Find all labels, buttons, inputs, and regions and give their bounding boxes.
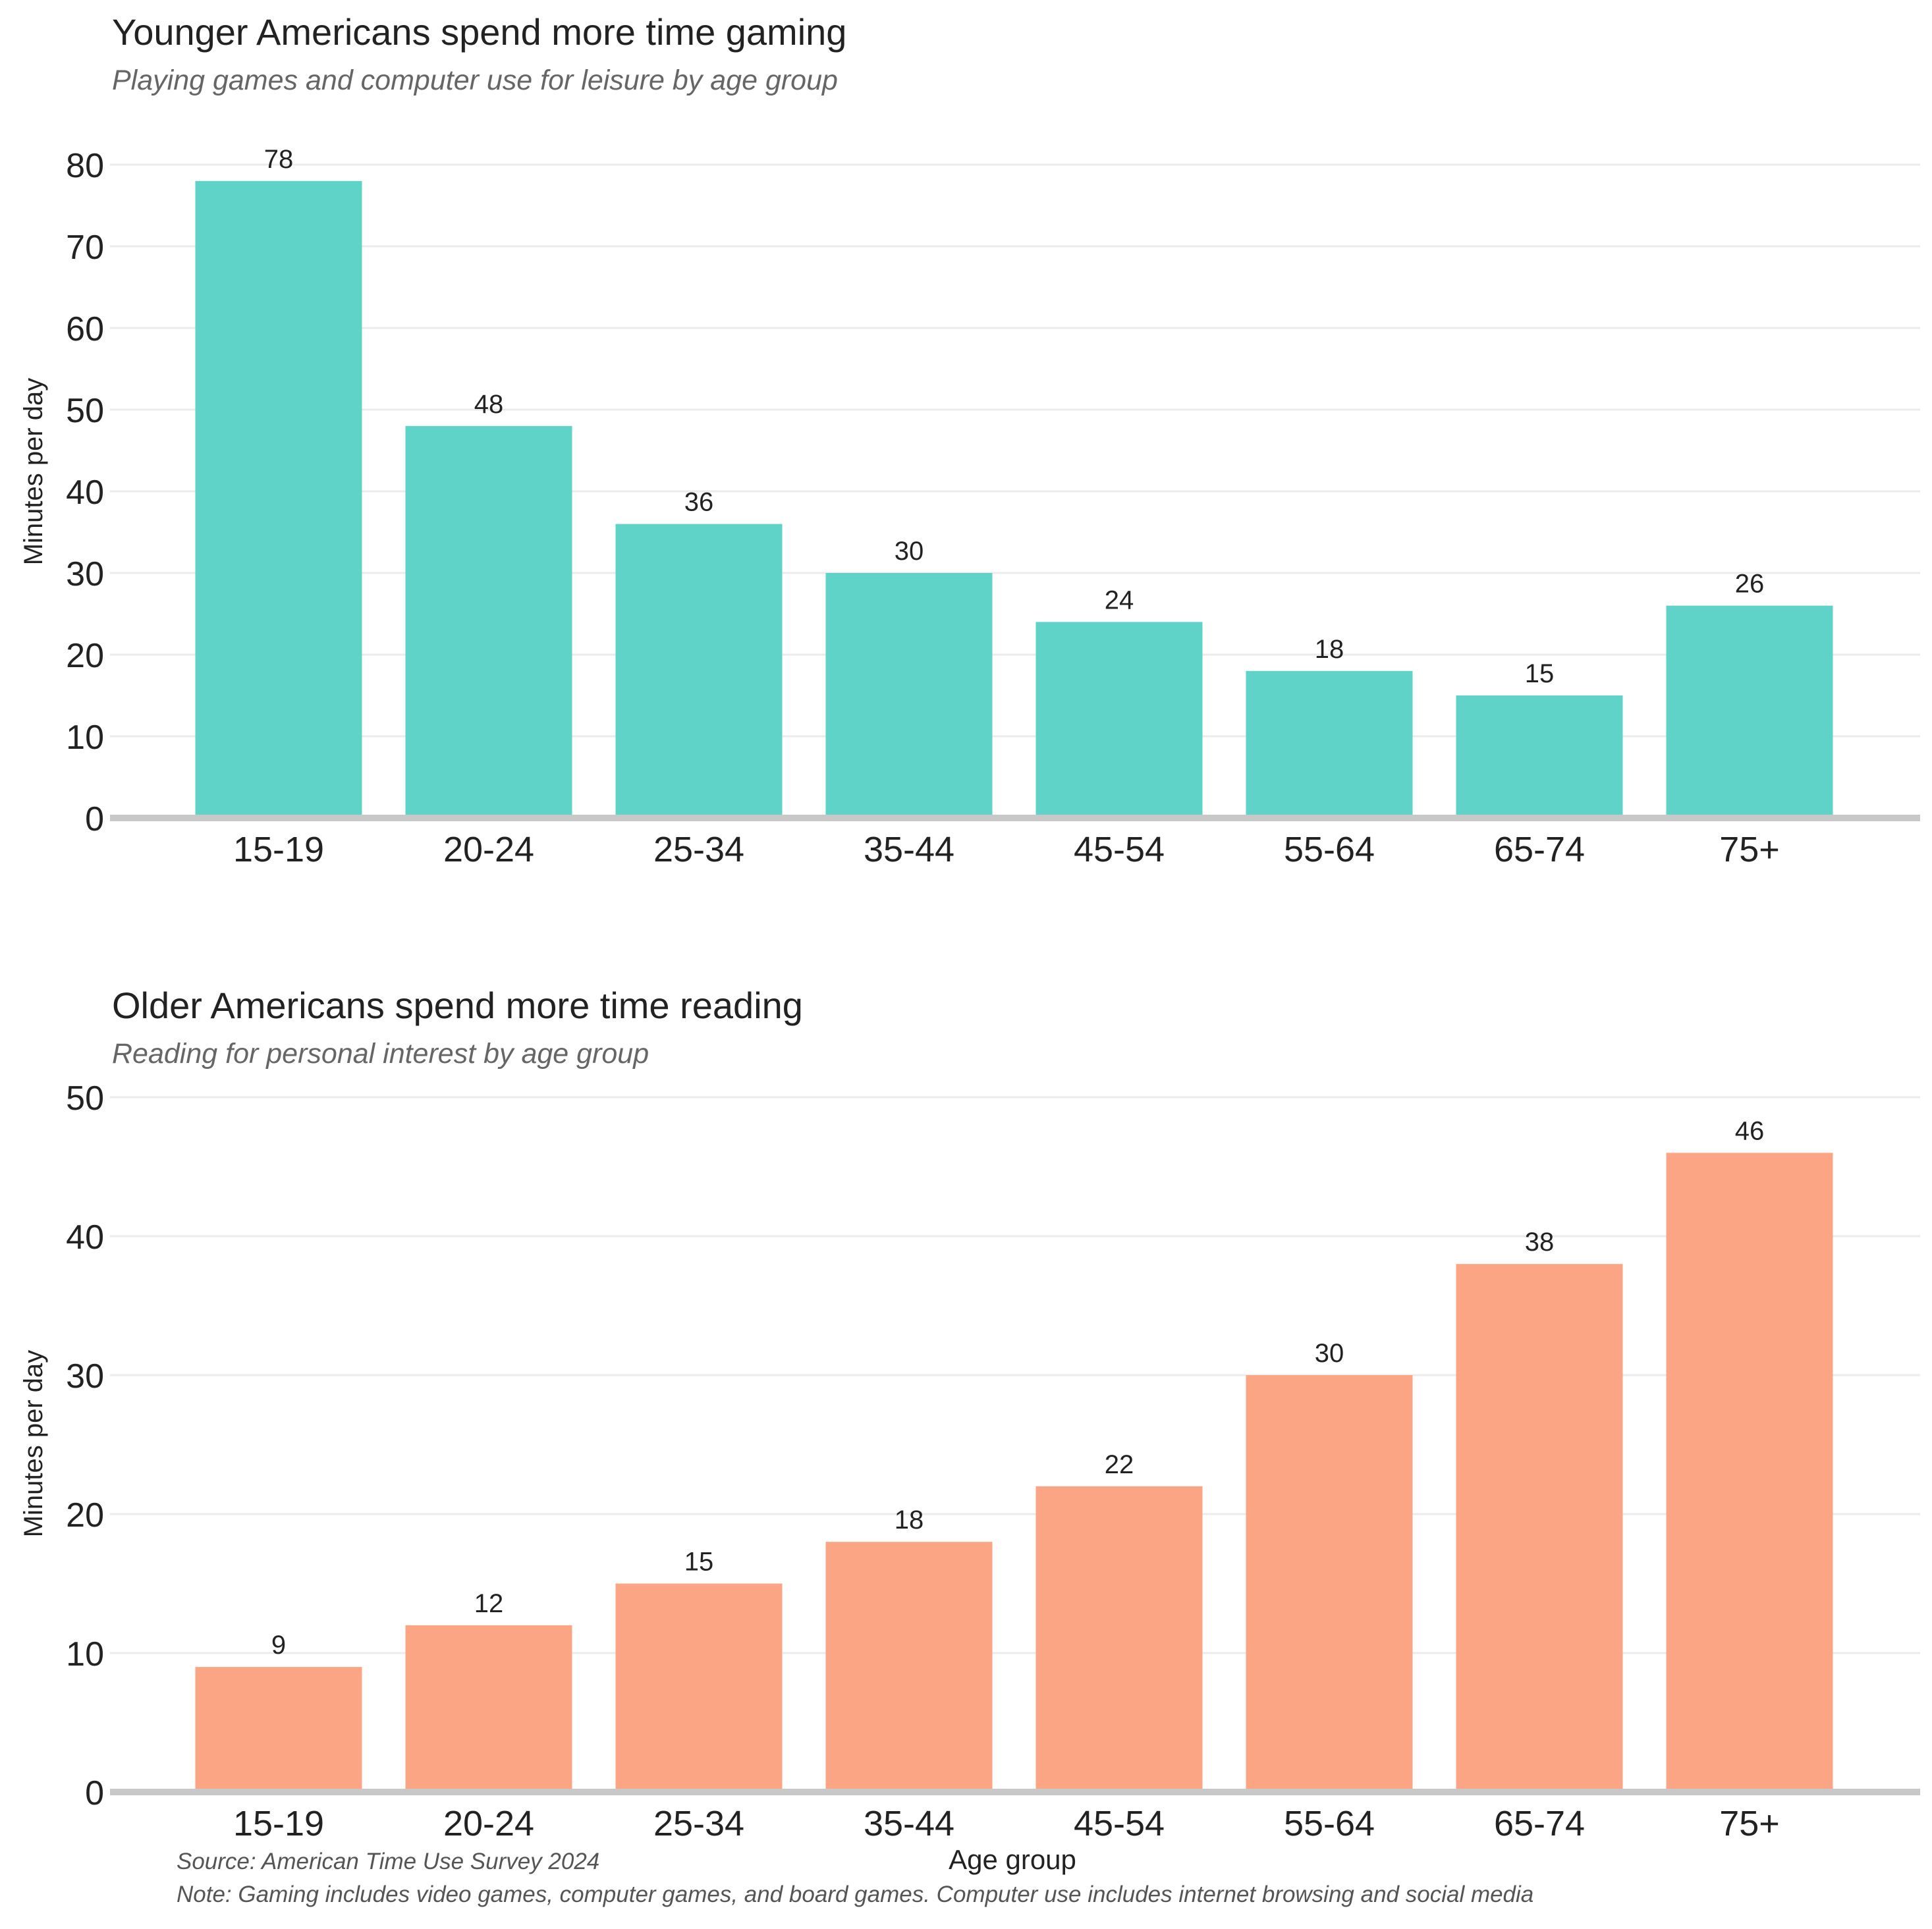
reading-data-label-65-74: 38 [1525, 1228, 1555, 1257]
gaming-y-tick-label: 60 [66, 310, 104, 348]
reading-bar-35-44 [825, 1542, 993, 1792]
reading-x-tick-label-35-44: 35-44 [864, 1804, 954, 1843]
gaming-x-ticks: 15-19 20-24 25-34 35-44 45-54 55-64 65-74 75+ [233, 830, 1780, 869]
reading-chart-panel: Older Americans spend more time reading … [19, 985, 1920, 1875]
gaming-data-label-20-24: 48 [474, 390, 504, 419]
reading-x-tick-label-20-24: 20-24 [443, 1804, 534, 1843]
reading-data-label-20-24: 12 [474, 1589, 504, 1618]
gaming-gridlines [110, 163, 1920, 738]
gaming-x-tick-label-25-34: 25-34 [653, 830, 744, 869]
gaming-bar-65-74 [1456, 695, 1623, 818]
reading-bar-20-24 [405, 1625, 572, 1792]
gaming-data-label-45-54: 24 [1105, 585, 1134, 614]
gaming-y-tick-label: 40 [66, 474, 104, 512]
reading-x-tick-label-65-74: 65-74 [1494, 1804, 1585, 1843]
gaming-data-label-15-19: 78 [264, 145, 294, 174]
reading-bar-25-34 [615, 1583, 783, 1792]
reading-bar-45-54 [1035, 1486, 1203, 1792]
source-note: Source: American Time Use Survey 2024 [177, 1849, 599, 1874]
gaming-bar-75+ [1666, 605, 1833, 818]
gaming-x-tick-label-75+: 75+ [1719, 830, 1780, 869]
reading-data-label-25-34: 15 [684, 1548, 714, 1577]
reading-y-tick-label: 30 [66, 1357, 104, 1396]
gaming-y-tick-label: 10 [66, 719, 104, 757]
gaming-x-tick-label-15-19: 15-19 [233, 830, 324, 869]
reading-y-axis-label: Minutes per day [19, 1350, 48, 1538]
reading-chart-subtitle: Reading for personal interest by age gro… [112, 1038, 649, 1070]
gaming-y-tick-label: 80 [66, 147, 104, 185]
footnote: Note: Gaming includes video games, compu… [177, 1882, 1533, 1907]
gaming-chart-subtitle: Playing games and computer use for leisu… [112, 65, 838, 96]
reading-data-label-45-54: 22 [1105, 1450, 1134, 1479]
gaming-bar-55-64 [1246, 670, 1413, 818]
gaming-bar-25-34 [615, 524, 783, 818]
reading-bars [195, 1153, 1833, 1792]
reading-bar-75+ [1666, 1153, 1833, 1792]
reading-x-tick-label-25-34: 25-34 [653, 1804, 744, 1843]
gaming-data-label-55-64: 18 [1315, 635, 1344, 664]
gaming-y-axis-label: Minutes per day [19, 378, 48, 566]
gaming-bar-35-44 [825, 573, 993, 818]
reading-y-tick-label: 10 [66, 1635, 104, 1673]
gaming-x-tick-label-35-44: 35-44 [864, 830, 954, 869]
reading-data-labels: 9 12 15 18 22 30 38 46 [271, 1116, 1764, 1660]
reading-data-label-15-19: 9 [271, 1631, 286, 1660]
gaming-data-labels: 78 48 36 30 24 18 15 26 [264, 145, 1765, 688]
gaming-bars [195, 180, 1833, 818]
reading-x-tick-label-75+: 75+ [1719, 1804, 1780, 1843]
reading-y-tick-label: 20 [66, 1496, 104, 1535]
reading-y-ticks: 0 10 20 30 40 50 [66, 1079, 104, 1812]
gaming-data-label-65-74: 15 [1525, 659, 1555, 688]
gaming-y-tick-label: 30 [66, 555, 104, 593]
gaming-y-tick-label: 0 [85, 800, 104, 838]
gaming-data-label-75+: 26 [1735, 570, 1765, 599]
reading-data-label-35-44: 18 [895, 1506, 924, 1535]
reading-data-label-75+: 46 [1735, 1116, 1765, 1145]
gaming-x-tick-label-45-54: 45-54 [1074, 830, 1165, 869]
reading-chart-title: Older Americans spend more time reading [112, 985, 803, 1026]
reading-y-tick-label: 0 [85, 1774, 104, 1812]
gaming-data-label-35-44: 30 [895, 537, 924, 566]
gaming-chart-title: Younger Americans spend more time gaming [112, 11, 846, 53]
gaming-x-tick-label-65-74: 65-74 [1494, 830, 1585, 869]
reading-x-tick-label-15-19: 15-19 [233, 1804, 324, 1843]
gaming-y-tick-label: 20 [66, 637, 104, 675]
gaming-bar-20-24 [405, 425, 572, 818]
reading-bar-15-19 [195, 1667, 362, 1792]
reading-data-label-55-64: 30 [1315, 1339, 1344, 1368]
gaming-y-tick-label: 70 [66, 229, 104, 267]
gaming-bar-15-19 [195, 180, 362, 818]
gaming-x-tick-label-55-64: 55-64 [1284, 830, 1375, 869]
gaming-y-tick-label: 50 [66, 392, 104, 430]
reading-x-ticks: 15-19 20-24 25-34 35-44 45-54 55-64 65-74 75+ [233, 1804, 1780, 1843]
reading-y-tick-label: 40 [66, 1218, 104, 1257]
gaming-chart-panel: Younger Americans spend more time gaming… [19, 11, 1920, 869]
reading-x-axis-label: Age group [949, 1844, 1076, 1875]
reading-y-tick-label: 50 [66, 1079, 104, 1118]
reading-x-tick-label-45-54: 45-54 [1074, 1804, 1165, 1843]
reading-bar-65-74 [1456, 1264, 1623, 1792]
gaming-x-tick-label-20-24: 20-24 [443, 830, 534, 869]
gaming-y-ticks: 0 10 20 30 40 50 60 70 80 [66, 147, 104, 838]
reading-x-tick-label-55-64: 55-64 [1284, 1804, 1375, 1843]
reading-gridlines [110, 1096, 1920, 1654]
reading-bar-55-64 [1246, 1375, 1413, 1792]
gaming-bar-45-54 [1035, 622, 1203, 818]
gaming-data-label-25-34: 36 [684, 488, 714, 517]
